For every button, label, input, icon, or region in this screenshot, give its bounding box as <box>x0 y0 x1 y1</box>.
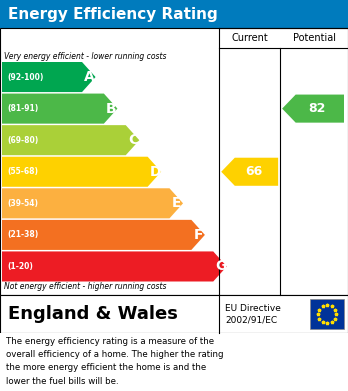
Text: The energy efficiency rating is a measure of the
overall efficiency of a home. T: The energy efficiency rating is a measur… <box>6 337 223 386</box>
Polygon shape <box>282 95 344 123</box>
Polygon shape <box>2 62 96 92</box>
Text: G: G <box>215 260 227 273</box>
Polygon shape <box>221 158 278 186</box>
Text: Very energy efficient - lower running costs: Very energy efficient - lower running co… <box>4 52 166 61</box>
Polygon shape <box>2 251 227 282</box>
Bar <box>0 295 348 333</box>
Text: EU Directive
2002/91/EC: EU Directive 2002/91/EC <box>225 303 281 325</box>
Text: (92-100): (92-100) <box>7 73 44 82</box>
Text: 66: 66 <box>245 165 262 178</box>
Text: Potential: Potential <box>293 33 335 43</box>
Bar <box>0 0 348 28</box>
Polygon shape <box>2 157 161 187</box>
Text: (1-20): (1-20) <box>7 262 33 271</box>
Polygon shape <box>2 188 183 218</box>
Text: (81-91): (81-91) <box>7 104 38 113</box>
Text: (39-54): (39-54) <box>7 199 38 208</box>
Polygon shape <box>2 220 205 250</box>
Text: C: C <box>128 133 138 147</box>
Text: Energy Efficiency Rating: Energy Efficiency Rating <box>8 7 218 22</box>
Text: England & Wales: England & Wales <box>8 305 178 323</box>
Text: B: B <box>106 102 117 116</box>
Text: F: F <box>193 228 203 242</box>
Text: (55-68): (55-68) <box>7 167 38 176</box>
Text: (69-80): (69-80) <box>7 136 38 145</box>
Text: Current: Current <box>231 33 268 43</box>
Text: A: A <box>84 70 95 84</box>
Bar <box>0 28 348 295</box>
Text: (21-38): (21-38) <box>7 230 38 239</box>
Bar <box>310 299 344 329</box>
Text: Not energy efficient - higher running costs: Not energy efficient - higher running co… <box>4 282 166 291</box>
Text: 82: 82 <box>308 102 326 115</box>
Text: E: E <box>172 196 181 210</box>
Polygon shape <box>2 93 117 124</box>
Bar <box>0 333 348 391</box>
Polygon shape <box>2 125 139 155</box>
Text: D: D <box>150 165 161 179</box>
